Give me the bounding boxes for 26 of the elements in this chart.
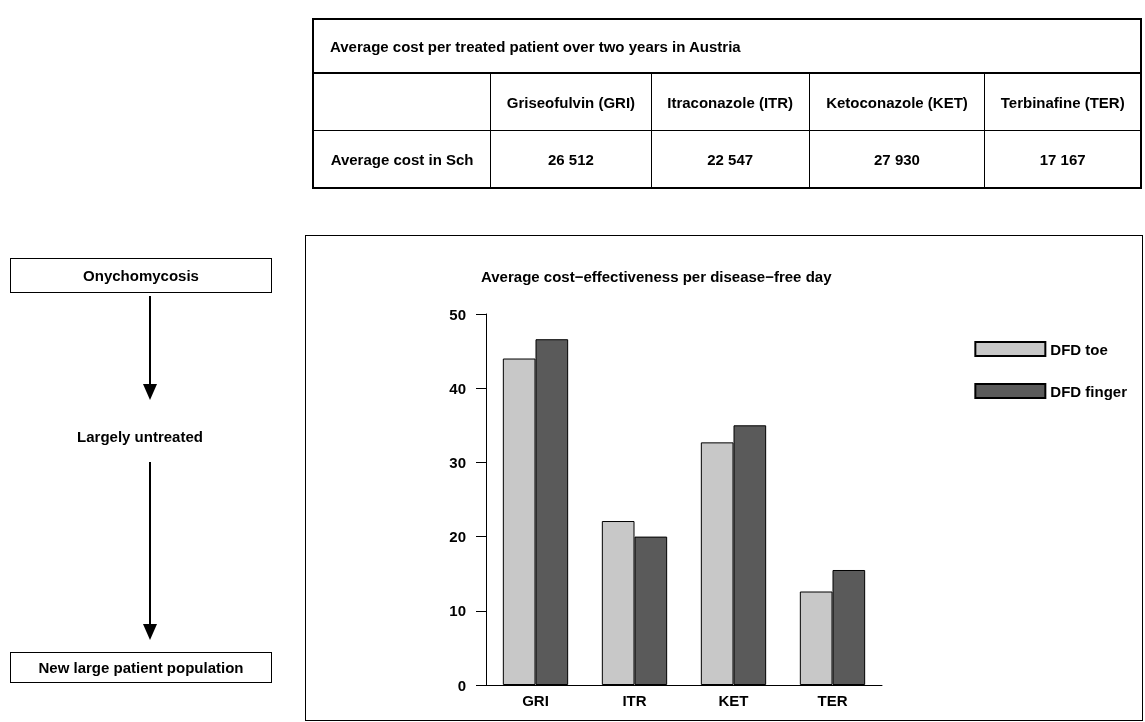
x-tick-label: GRI xyxy=(522,692,549,709)
text: 27 930 xyxy=(874,150,920,168)
y-tick-label: 20 xyxy=(449,528,466,546)
text: Onychomycosis xyxy=(10,258,272,293)
text: Average cost per treated patient over two years in Austria xyxy=(313,19,1141,73)
y-tick-label: 0 xyxy=(457,676,466,694)
category-label: Ketoconazole (KET) xyxy=(809,73,985,131)
legend-label: DFD finger xyxy=(1050,382,1128,400)
x-tick-label: ITR xyxy=(622,692,647,709)
text: 17 167 xyxy=(1039,150,1086,168)
x-tick-label: TER xyxy=(817,692,848,709)
category-label: Itraconazole (ITR) xyxy=(651,73,810,131)
legend-label: DFD toe xyxy=(1050,340,1108,358)
y-tick-label: 40 xyxy=(449,379,466,397)
text: New large patient population xyxy=(10,652,272,683)
x-tick-label: KET xyxy=(718,692,749,709)
y-tick-label: 50 xyxy=(449,305,466,323)
text: 22 547 xyxy=(707,150,754,168)
text: 26 512 xyxy=(548,150,594,168)
chart-title: Average cost−effectiveness per disease−free day xyxy=(481,268,833,285)
y-tick-label: 30 xyxy=(449,453,466,471)
category-label: Griseofulvin (GRI) xyxy=(490,73,652,131)
category-label: Terbinafine (TER) xyxy=(984,73,1141,131)
text: Largely untreated xyxy=(76,428,204,445)
text: Average cost in Sch xyxy=(313,130,491,188)
y-tick-label: 10 xyxy=(449,602,466,620)
